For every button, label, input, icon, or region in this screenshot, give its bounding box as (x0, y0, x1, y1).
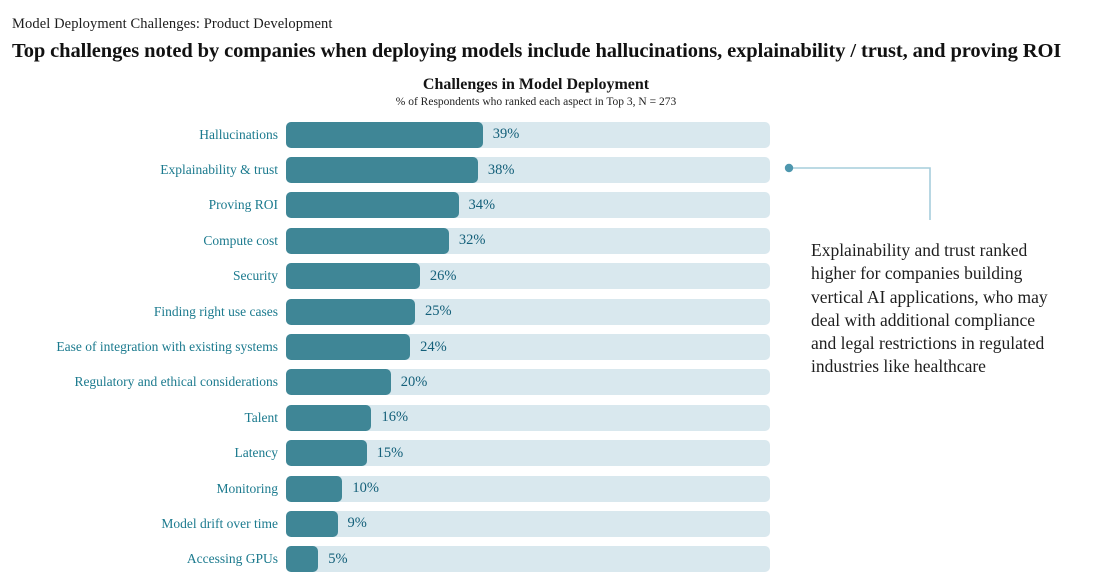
category-label: Monitoring (216, 480, 278, 496)
bar (286, 192, 459, 219)
connector-line (789, 167, 931, 220)
value-label: 25% (425, 303, 452, 320)
category-label: Hallucinations (199, 126, 278, 142)
value-label: 15% (376, 444, 404, 461)
bar-row: Talent 16% (12, 400, 778, 435)
value-label: 34% (468, 196, 496, 213)
category-label: Model drift over time (161, 515, 278, 531)
bar (286, 298, 415, 325)
bar (286, 263, 420, 290)
category-label: Talent (244, 409, 278, 425)
bar (286, 440, 367, 467)
bar (286, 334, 411, 361)
value-label: 24% (420, 338, 447, 355)
bar-track: 15% (286, 440, 770, 467)
category-label: Ease of integration with existing system… (56, 339, 278, 355)
eyebrow-label: Model Deployment Challenges: Product Dev… (12, 16, 333, 32)
bar-track: 32% (286, 227, 770, 254)
bar (286, 369, 391, 396)
bar (286, 510, 338, 537)
annotation-text: Explainability and trust ranked higher f… (811, 240, 1048, 377)
category-label: Latency (234, 445, 278, 461)
category-label: Proving ROI (208, 197, 278, 213)
value-label: 26% (429, 267, 457, 284)
bar-track: 5% (286, 546, 770, 573)
bar (286, 227, 449, 254)
value-label: 16% (381, 409, 409, 426)
bar-row: Ease of integration with existing system… (12, 329, 778, 364)
connector-dot (784, 163, 794, 173)
bar-row: Hallucinations 39% (12, 117, 778, 152)
chart-header: Challenges in Model Deployment % of Resp… (294, 76, 778, 108)
bar (286, 157, 478, 184)
bar-track: 24% (286, 334, 770, 361)
bar-chart: Hallucinations 39% Explainability & trust 3… (12, 117, 778, 574)
chart-subtitle: % of Respondents who ranked each aspect … (395, 96, 677, 108)
bar-row: Compute cost 32% (12, 223, 778, 258)
category-label: Accessing GPUs (186, 551, 278, 567)
bar (286, 121, 483, 148)
bar-row: Explainability & trust 38% (12, 152, 778, 187)
bar-row: Regulatory and ethical considerations 20% (12, 365, 778, 400)
bar-row: Latency 15% (12, 436, 778, 471)
chart-title: Challenges in Model Deployment (422, 76, 650, 93)
category-label: Explainability & trust (160, 162, 278, 178)
bar-row: Proving ROI 34% (12, 188, 778, 223)
value-label: 38% (487, 161, 515, 178)
bar-row: Finding right use cases 25% (12, 294, 778, 329)
bar-track: 25% (286, 298, 770, 325)
page-title: Top challenges noted by companies when d… (12, 40, 1062, 62)
value-label: 39% (492, 126, 520, 143)
bar (286, 475, 343, 502)
bar-track: 38% (286, 157, 770, 184)
bar-row: Accessing GPUs 5% (12, 542, 778, 574)
bar-track: 26% (286, 263, 770, 290)
bar-track: 10% (286, 475, 770, 502)
header: Model Deployment Challenges: Product Dev… (12, 16, 1092, 63)
category-label: Security (233, 268, 278, 284)
category-label: Regulatory and ethical considerations (74, 374, 278, 390)
value-label: 10% (352, 480, 379, 497)
value-label: 9% (347, 515, 367, 532)
bar-row: Model drift over time 9% (12, 506, 778, 541)
value-label: 32% (458, 232, 486, 249)
bar-track: 34% (286, 192, 770, 219)
value-label: 5% (328, 550, 348, 567)
bar-track: 16% (286, 404, 770, 431)
bar-track: 9% (286, 510, 770, 537)
category-label: Compute cost (203, 232, 278, 248)
bar (286, 546, 319, 573)
annotation-connector (784, 163, 931, 220)
bar-track: 39% (286, 121, 770, 148)
bar (286, 404, 372, 431)
bar-row: Monitoring 10% (12, 471, 778, 506)
bar-track: 20% (286, 369, 770, 396)
bar-row: Security 26% (12, 259, 778, 294)
category-label: Finding right use cases (153, 303, 278, 319)
value-label: 20% (400, 373, 428, 390)
